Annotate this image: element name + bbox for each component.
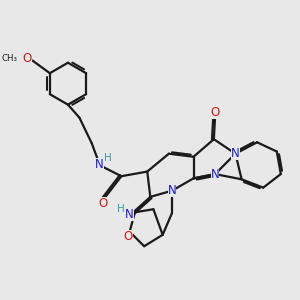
Text: O: O [124,230,133,244]
Text: O: O [211,106,220,118]
Text: CH₃: CH₃ [2,54,18,63]
Text: H: H [104,153,112,163]
Text: N: N [231,147,240,160]
Text: H: H [116,204,124,214]
Text: N: N [95,158,104,171]
Text: N: N [167,184,176,197]
Text: O: O [98,197,107,210]
Text: N: N [211,168,220,181]
Text: O: O [22,52,32,64]
Text: N: N [125,208,134,221]
